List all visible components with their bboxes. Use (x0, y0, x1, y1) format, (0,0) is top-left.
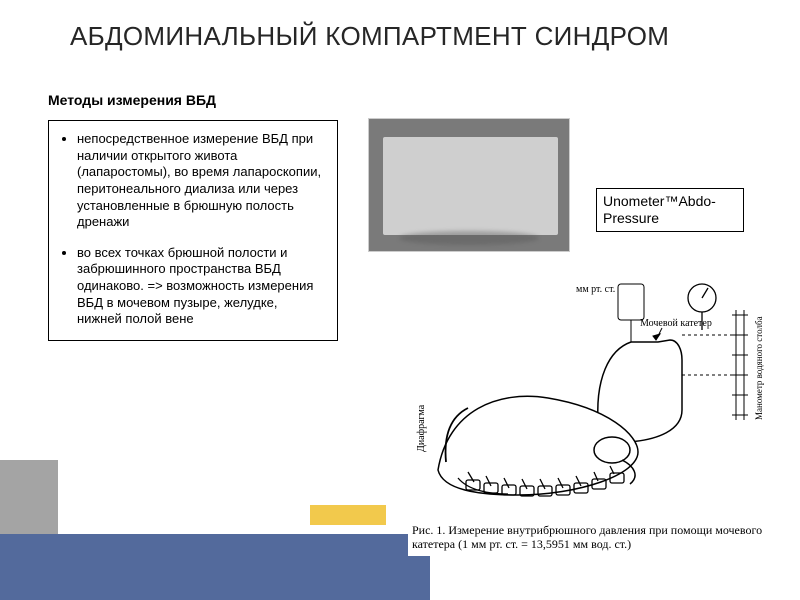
slide-subtitle: Методы измерения ВБД (48, 92, 216, 108)
diagram-label-manometer: Манометр водяного столба (754, 316, 764, 420)
diagram-label-mmhg: мм рт. ст. (576, 284, 615, 295)
bullet-item: непосредственное измерение ВБД при налич… (77, 131, 325, 231)
anatomy-diagram: Мочевой катетер мм рт. ст. (408, 280, 770, 556)
slide-title: АБДОМИНАЛЬНЫЙ КОМПАРТМЕНТ СИНДРОМ (70, 22, 730, 52)
product-label-box: Unometer™Abdo-Pressure (596, 188, 744, 232)
diagram-caption: Рис. 1. Измерение внутрибрюшного давлени… (412, 524, 766, 552)
diagram-label-catheter: Мочевой катетер (640, 318, 712, 329)
product-photo (368, 118, 570, 252)
diagram-label-diaphragm: Диафрагма (416, 404, 427, 452)
slide: АБДОМИНАЛЬНЫЙ КОМПАРТМЕНТ СИНДРОМ Методы… (0, 0, 800, 600)
bullets-box: непосредственное измерение ВБД при налич… (48, 120, 338, 341)
product-label: Unometer™Abdo-Pressure (603, 193, 716, 226)
decoration-bottombar (0, 534, 430, 600)
decoration-yellowbar (310, 505, 386, 525)
bullet-item: во всех точках брюшной полости и забрюши… (77, 245, 325, 328)
